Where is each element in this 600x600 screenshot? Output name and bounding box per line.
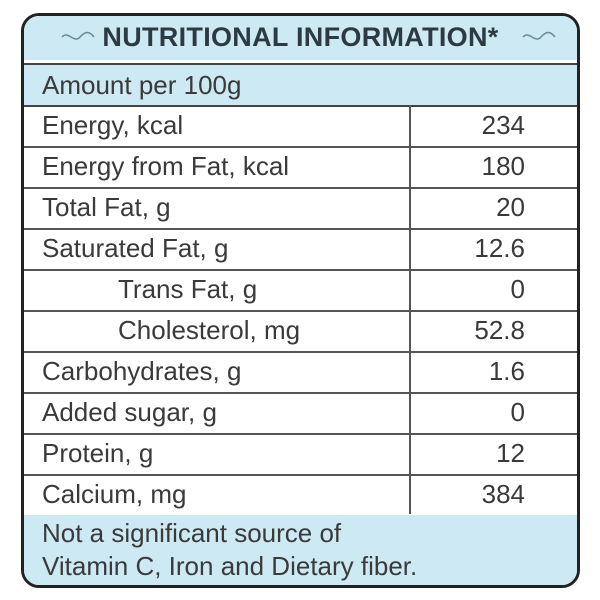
footer: Not a significant source of Vitamin C, I… <box>24 515 577 585</box>
nutrient: Saturated Fat, g <box>42 233 229 263</box>
nutrient: Total Fat, g <box>42 192 171 222</box>
value: 20 <box>496 192 525 222</box>
row: Total Fat, g 20 <box>24 187 577 230</box>
nutrient: Cholesterol, mg <box>118 315 301 345</box>
value: 1.6 <box>488 356 525 386</box>
row: Carbohydrates, g 1.6 <box>24 351 577 394</box>
title: NUTRITIONAL INFORMATION* <box>102 22 499 52</box>
amount-row: Amount per 100g <box>24 63 577 107</box>
value: 52.8 <box>474 315 525 345</box>
value: 12.6 <box>474 233 525 263</box>
row: Energy, kcal 234 <box>24 105 577 148</box>
nutrient: Calcium, mg <box>42 479 187 509</box>
value: 0 <box>510 397 525 427</box>
nutrient: Carbohydrates, g <box>42 356 242 386</box>
column-divider <box>409 105 411 514</box>
footer-line: Not a significant source of <box>42 518 342 548</box>
row: Cholesterol, mg 52.8 <box>24 310 577 353</box>
amount-text: Amount per 100g <box>42 70 242 100</box>
value: 180 <box>481 151 525 181</box>
nutrient: Added sugar, g <box>42 397 217 427</box>
value: 0 <box>510 274 525 304</box>
footer-line: Vitamin C, Iron and Dietary fiber. <box>42 551 418 581</box>
nutrient: Protein, g <box>42 438 154 468</box>
header: NUTRITIONAL INFORMATION* <box>24 16 577 63</box>
row: Saturated Fat, g 12.6 <box>24 228 577 271</box>
row: Energy from Fat, kcal 180 <box>24 146 577 189</box>
row: Added sugar, g 0 <box>24 392 577 435</box>
nutrient: Trans Fat, g <box>118 274 258 304</box>
value: 12 <box>496 438 525 468</box>
nutrition-label: NUTRITIONAL INFORMATION* Amount per 100g… <box>21 13 580 588</box>
row: Protein, g 12 <box>24 433 577 476</box>
value: 384 <box>481 479 525 509</box>
nutrient: Energy from Fat, kcal <box>42 151 290 181</box>
value: 234 <box>481 110 525 140</box>
row: Calcium, mg 384 <box>24 474 577 517</box>
ornament <box>61 31 95 40</box>
row: Trans Fat, g 0 <box>24 269 577 312</box>
nutrient: Energy, kcal <box>42 110 184 140</box>
ornament <box>522 31 556 40</box>
